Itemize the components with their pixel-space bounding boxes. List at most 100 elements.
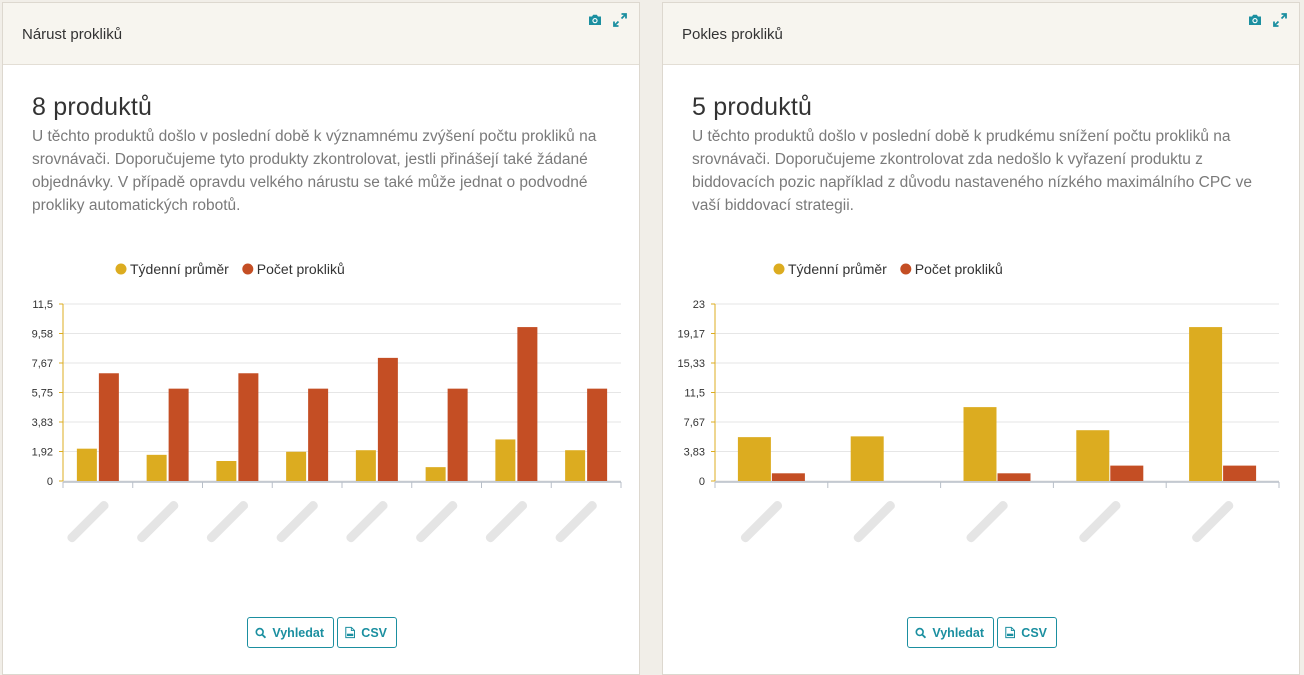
x-label-placeholder <box>853 500 895 543</box>
y-tick-label: 5,75 <box>32 388 53 400</box>
legend-label: Počet prokliků <box>257 261 345 277</box>
bar <box>425 467 446 481</box>
y-tick-label: 9,58 <box>32 329 53 341</box>
x-label-placeholder <box>555 500 597 543</box>
panel-title: Pokles prokliků <box>682 26 783 43</box>
legend-marker <box>115 263 127 275</box>
bar <box>1110 465 1144 481</box>
chart-legend: Týdenní průměr Počet prokliků <box>773 261 1003 277</box>
bar <box>1189 327 1223 481</box>
expand-icon[interactable] <box>612 12 628 28</box>
search-button[interactable]: Vyhledat <box>247 617 334 648</box>
x-label-blurred <box>485 500 528 543</box>
clicks-decrease-chart: Týdenní průměr Počet prokliků 0 3,83 7,67 11,… <box>677 261 1280 543</box>
bar <box>308 388 329 481</box>
legend-marker <box>773 263 785 275</box>
y-tick-label: 7,67 <box>32 358 53 370</box>
csv-button-label: CSV <box>361 625 387 640</box>
x-label-blurred <box>137 500 179 543</box>
x-label-placeholder <box>1192 500 1234 543</box>
x-label-placeholder <box>1079 500 1121 543</box>
bar <box>447 388 468 481</box>
camera-icon[interactable] <box>1247 12 1263 28</box>
legend-marker <box>242 263 254 275</box>
y-tick-label: 3,83 <box>684 447 705 459</box>
panel-header: Nárust prokliků <box>3 3 639 65</box>
bar <box>216 460 237 481</box>
x-label-blurred <box>67 500 109 543</box>
search-icon <box>255 627 267 638</box>
panel-description: U těchto produktů došlo v poslední době … <box>692 128 1253 214</box>
x-label-blurred <box>1079 500 1121 543</box>
y-tick-label: 11,5 <box>32 299 53 311</box>
bar <box>565 450 586 481</box>
csv-export-button[interactable]: CSV <box>997 617 1057 648</box>
bar <box>850 436 884 481</box>
search-button[interactable]: Vyhledat <box>907 617 994 648</box>
y-tick-label: 0 <box>699 476 705 488</box>
legend-marker <box>900 263 912 275</box>
csv-file-icon <box>345 626 356 639</box>
bar <box>771 473 805 481</box>
x-label-placeholder <box>137 500 179 543</box>
x-label-blurred <box>206 500 249 543</box>
expand-icon[interactable] <box>1272 12 1288 28</box>
x-label-placeholder <box>276 500 318 543</box>
clicks-increase-chart: Týdenní průměr Počet prokliků 0 1,92 3,83 5,7… <box>32 261 622 543</box>
bar <box>1076 430 1110 481</box>
x-label-blurred <box>346 500 388 543</box>
y-tick-label: 15,33 <box>677 358 705 370</box>
bar <box>737 437 771 481</box>
x-label-placeholder <box>416 500 458 543</box>
x-label-placeholder <box>346 500 388 543</box>
y-tick-label: 23 <box>693 299 705 311</box>
decrease-clicks-panel: Pokles prokliků 5 produktů U těchto prod… <box>662 2 1300 675</box>
x-label-placeholder <box>206 500 249 543</box>
csv-file-icon <box>1005 626 1016 639</box>
y-tick-label: 7,67 <box>684 417 705 429</box>
x-label-blurred <box>740 500 783 543</box>
bar <box>517 327 538 481</box>
camera-icon[interactable] <box>587 12 603 28</box>
x-label-placeholder <box>485 500 528 543</box>
bar <box>146 454 167 481</box>
x-label-blurred <box>555 500 597 543</box>
bar <box>997 473 1031 481</box>
panel-description: U těchto produktů došlo v poslední době … <box>32 128 597 214</box>
x-label-blurred <box>853 500 895 543</box>
bar <box>238 373 259 481</box>
x-label-placeholder <box>966 500 1008 543</box>
bar <box>286 451 307 481</box>
y-tick-label: 11,5 <box>684 388 705 400</box>
legend-label: Týdenní průměr <box>130 261 229 277</box>
bar <box>76 448 97 481</box>
x-label-blurred <box>416 500 458 543</box>
bar <box>377 357 398 481</box>
legend-label: Týdenní průměr <box>788 261 887 277</box>
legend-label: Počet prokliků <box>915 261 1003 277</box>
product-count: 5 produktů <box>692 93 813 121</box>
y-tick-label: 3,83 <box>32 417 53 429</box>
bar <box>495 439 516 481</box>
csv-button-label: CSV <box>1021 625 1047 640</box>
bar <box>963 407 997 481</box>
chart-legend: Týdenní průměr Počet prokliků <box>115 261 345 277</box>
y-tick-label: 19,17 <box>677 329 705 341</box>
panel-title: Nárust prokliků <box>22 26 123 43</box>
x-label-blurred <box>276 500 318 543</box>
x-label-blurred <box>966 500 1008 543</box>
x-label-placeholder <box>67 500 109 543</box>
bar <box>355 450 376 481</box>
y-tick-label: 1,92 <box>32 447 53 459</box>
csv-export-button[interactable]: CSV <box>337 617 397 648</box>
search-icon <box>915 627 927 638</box>
bar <box>168 388 189 481</box>
x-label-blurred <box>1192 500 1234 543</box>
bar <box>98 373 119 481</box>
search-button-label: Vyhledat <box>272 625 324 640</box>
search-button-label: Vyhledat <box>932 625 984 640</box>
x-label-placeholder <box>740 500 783 543</box>
panel-header: Pokles prokliků <box>663 3 1299 65</box>
y-tick-label: 0 <box>47 476 53 488</box>
bar <box>1223 465 1257 481</box>
